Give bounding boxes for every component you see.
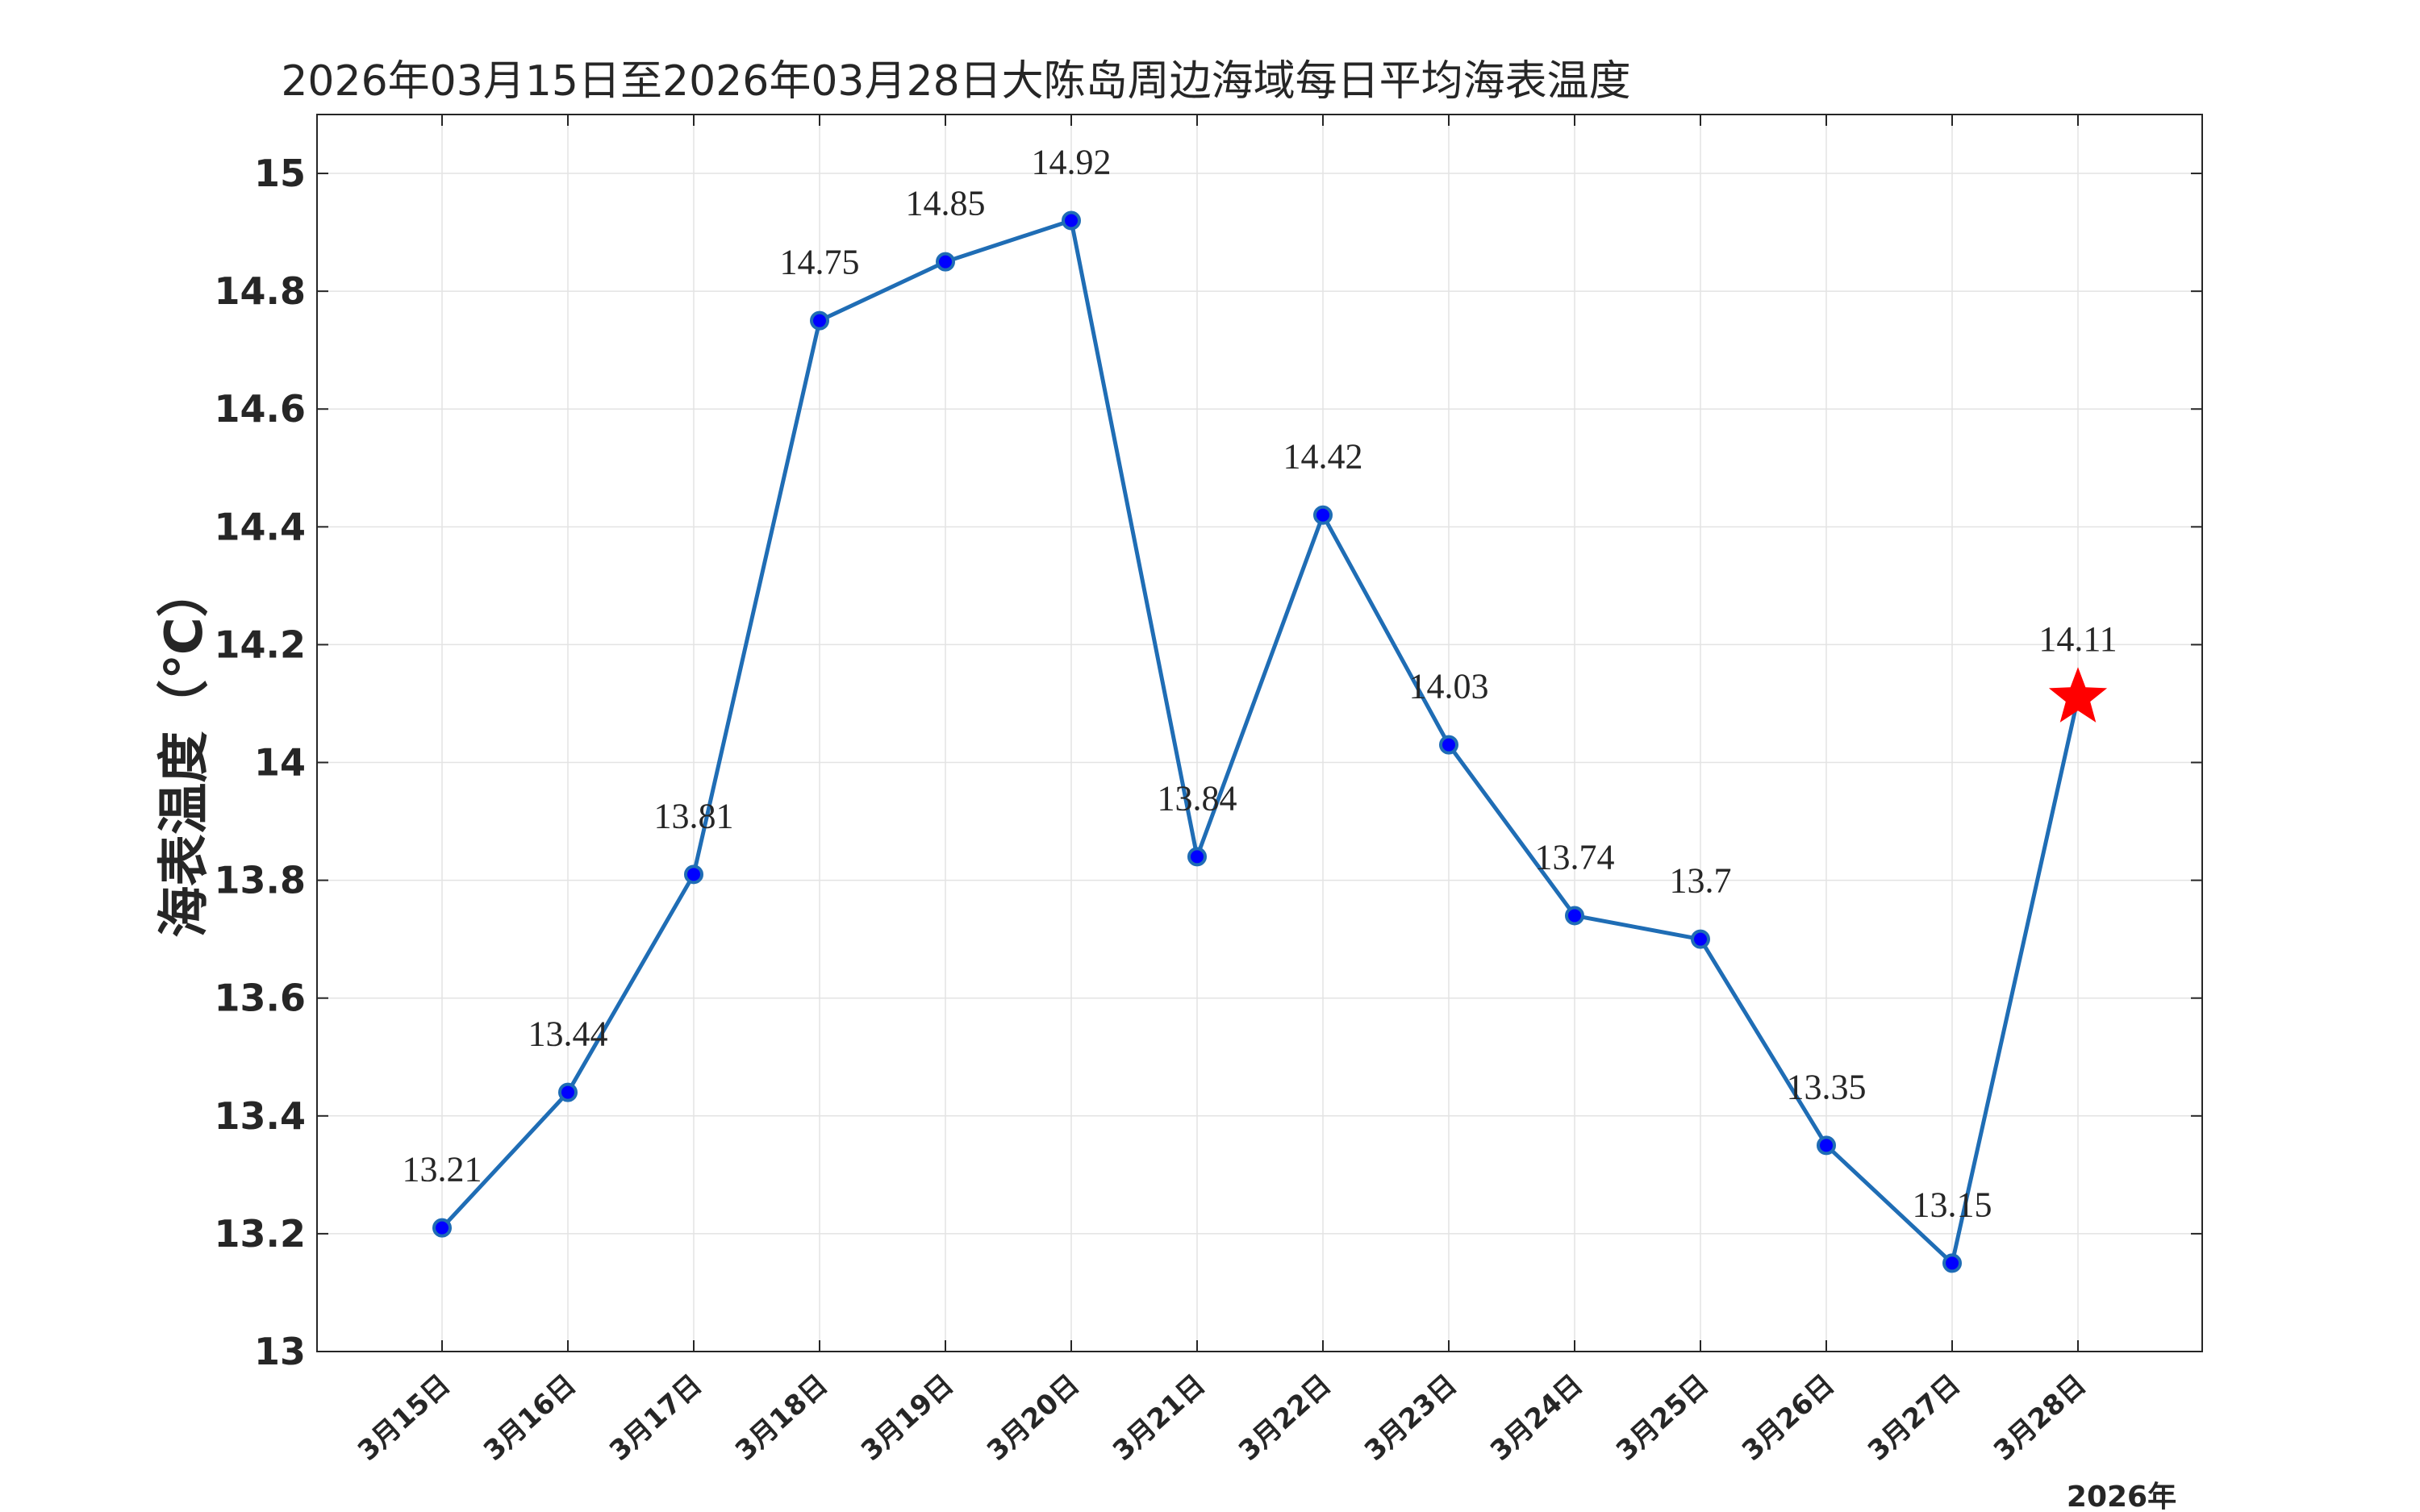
x-tick-label: 3月21日	[1107, 1368, 1212, 1468]
x-tick-label: 3月26日	[1736, 1368, 1841, 1468]
data-label: 13.74	[1535, 837, 1615, 877]
data-label: 13.81	[654, 796, 734, 835]
data-point	[1942, 1253, 1962, 1273]
data-label: 14.85	[906, 184, 986, 223]
x-tick-label: 3月16日	[478, 1368, 582, 1468]
y-axis-label: 海表温度（℃）	[155, 565, 215, 938]
data-label: 13.7	[1670, 861, 1732, 901]
data-point	[1565, 906, 1584, 926]
data-point	[1817, 1135, 1836, 1156]
x-tick-label: 3月22日	[1233, 1368, 1337, 1468]
series-line	[440, 218, 2080, 1265]
x-tick-label: 3月24日	[1484, 1368, 1589, 1468]
x-tick-label: 3月18日	[729, 1368, 834, 1468]
data-point	[558, 1082, 578, 1102]
data-label: 14.42	[1283, 437, 1363, 477]
y-tick-label: 14.4	[215, 505, 307, 548]
x-tick-label: 3月23日	[1358, 1368, 1463, 1468]
x-tick-label: 3月27日	[1862, 1368, 1967, 1468]
data-point	[1439, 735, 1458, 755]
data-point	[684, 864, 703, 885]
y-tick-label: 13.4	[215, 1094, 307, 1138]
data-label: 13.21	[403, 1150, 482, 1189]
y-tick-label: 13.6	[215, 977, 307, 1020]
data-label: 13.44	[528, 1014, 608, 1054]
data-label: 13.84	[1158, 778, 1237, 818]
data-point	[432, 1218, 452, 1238]
x-tick-label: 3月20日	[981, 1368, 1086, 1468]
x-tick-label: 3月25日	[1610, 1368, 1715, 1468]
data-point	[1313, 505, 1333, 525]
x-axis-year-label: 2026年	[2067, 1481, 2176, 1512]
x-tick-label: 3月28日	[1988, 1368, 2092, 1468]
y-tick-label: 14.6	[215, 387, 307, 431]
data-point	[1691, 929, 1710, 949]
x-tick-label: 3月17日	[603, 1368, 708, 1468]
y-tick-label: 14.8	[215, 269, 307, 313]
y-axis-ticks: 13 13.2 13.4 13.6 13.8 14 14.2 14.4 14.6 14.8 15	[215, 152, 2202, 1373]
x-tick-label: 3月19日	[855, 1368, 960, 1468]
data-label: 14.75	[780, 243, 860, 282]
data-label: 13.15	[1913, 1185, 1992, 1224]
y-tick-label: 13	[254, 1330, 306, 1373]
y-tick-label: 13.2	[215, 1212, 307, 1256]
y-tick-label: 14.2	[215, 623, 307, 666]
grid-lines	[317, 115, 2202, 1352]
data-point	[1187, 847, 1207, 867]
data-labels: 13.21 13.44 13.81 14.75 14.85 14.92 13.84 14.42…	[403, 142, 2118, 1224]
data-label: 14.11	[2038, 619, 2117, 659]
data-label: 13.35	[1787, 1067, 1867, 1106]
data-point	[1062, 210, 1081, 231]
data-label: 14.92	[1032, 142, 1112, 181]
data-point	[810, 310, 829, 331]
y-tick-label: 14	[254, 741, 306, 785]
highlight-star-marker	[2048, 667, 2108, 723]
chart-title: 2026年03月15日至2026年03月28日大陈岛周边海域每日平均海表温度	[281, 57, 1630, 106]
plot-area	[316, 114, 2203, 1352]
data-label: 14.03	[1409, 667, 1489, 706]
x-tick-label: 3月15日	[352, 1368, 457, 1468]
y-tick-label: 15	[254, 152, 306, 195]
series-temperature	[432, 210, 2108, 1273]
data-point	[936, 252, 955, 272]
y-tick-label: 13.8	[215, 859, 307, 902]
